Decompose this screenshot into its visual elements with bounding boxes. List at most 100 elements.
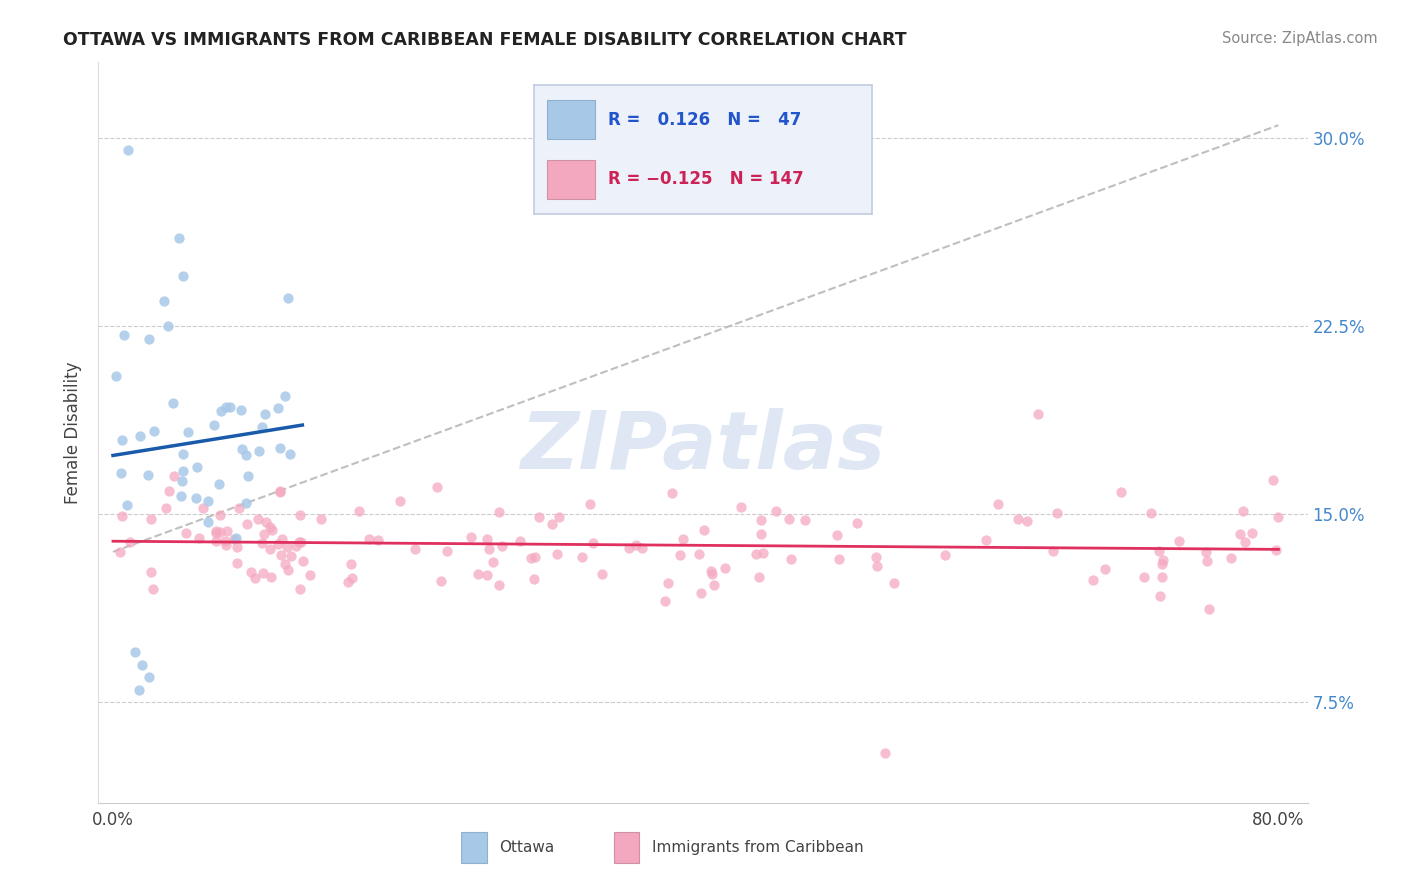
Point [744,547,766,561]
Point [1094,561,1116,575]
Point [215,538,238,552]
Point [136,468,159,483]
Point [523,549,546,564]
Point [288,534,311,549]
Point [875,746,897,760]
Point [247,512,270,526]
Point [626,537,648,551]
Point [188,531,211,545]
Point [259,542,281,557]
Point [865,559,887,574]
Point [290,534,312,549]
Point [205,526,228,541]
Text: ZIPatlas: ZIPatlas [520,409,886,486]
Point [688,547,710,561]
Point [1007,512,1029,526]
Point [270,549,292,563]
Point [138,331,160,345]
Point [702,566,724,581]
Point [225,531,247,545]
Point [467,566,489,581]
Point [280,549,302,563]
Point [1194,545,1216,559]
Point [657,575,679,590]
Point [269,484,291,499]
Point [209,403,232,417]
Point [1219,550,1241,565]
Point [1232,504,1254,518]
Point [491,539,513,553]
Point [155,500,177,515]
Point [260,570,283,584]
Point [749,527,772,541]
Point [276,540,298,554]
Point [1267,509,1289,524]
Point [277,291,299,305]
Point [285,539,308,553]
Point [274,388,297,402]
Point [143,424,166,438]
Point [661,486,683,500]
Point [523,572,546,586]
Point [1045,506,1067,520]
Point [177,425,200,440]
Point [228,500,250,515]
Point [111,434,134,448]
Point [1234,535,1257,549]
Point [1149,544,1171,558]
Point [186,459,208,474]
Point [253,527,276,541]
Point [162,395,184,409]
Point [138,670,160,684]
Point [793,513,815,527]
Point [1149,589,1171,603]
Text: OTTAWA VS IMMIGRANTS FROM CARIBBEAN FEMALE DISABILITY CORRELATION CHART: OTTAWA VS IMMIGRANTS FROM CARIBBEAN FEMA… [63,31,907,49]
Point [703,578,725,592]
Point [167,231,190,245]
Point [214,533,236,548]
Point [1111,485,1133,500]
Point [142,582,165,597]
Point [202,418,225,433]
Point [1026,407,1049,421]
Point [236,517,259,532]
Point [139,512,162,526]
Point [129,429,152,443]
Point [215,524,238,538]
Point [825,527,848,541]
Point [239,565,262,579]
Point [475,532,498,546]
Point [1229,526,1251,541]
Point [197,494,219,508]
Point [111,508,134,523]
Point [235,448,257,462]
Point [224,532,246,546]
Point [340,557,363,571]
Point [730,500,752,514]
Point [976,533,998,548]
Point [488,578,510,592]
Point [571,549,593,564]
Point [229,403,252,417]
Point [713,560,735,574]
Point [254,515,277,529]
Point [108,545,131,559]
Point [672,532,695,546]
Point [299,568,322,582]
Point [117,143,139,157]
Point [252,420,274,434]
Point [225,556,247,570]
Point [1198,602,1220,616]
Point [460,530,482,544]
Point [1240,525,1263,540]
Point [309,512,332,526]
Point [291,554,314,568]
Point [174,525,197,540]
Point [631,541,654,555]
Point [205,534,228,549]
Point [259,519,281,533]
Point [157,483,180,498]
Point [290,582,312,597]
Point [1265,543,1288,558]
Point [214,400,236,414]
